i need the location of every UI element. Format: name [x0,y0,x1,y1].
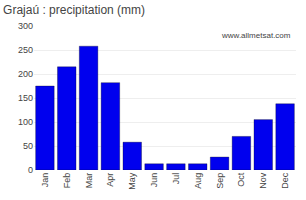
svg-text:100: 100 [18,117,33,127]
svg-text:Sep: Sep [215,173,225,189]
svg-text:Mar: Mar [84,173,94,189]
svg-text:Apr: Apr [105,173,115,187]
svg-text:150: 150 [18,93,33,103]
svg-text:Feb: Feb [62,173,72,189]
svg-text:May: May [127,172,137,190]
svg-text:Jan: Jan [40,173,50,188]
svg-text:200: 200 [18,69,33,79]
svg-text:50: 50 [23,141,33,151]
svg-text:Dec: Dec [280,172,290,189]
svg-text:Grajaú : precipitation (mm): Grajaú : precipitation (mm) [3,3,145,17]
svg-text:300: 300 [18,21,33,31]
svg-text:Oct: Oct [236,172,246,187]
svg-text:www.allmetsat.com: www.allmetsat.com [221,31,291,40]
svg-text:0: 0 [28,165,33,175]
svg-text:Jun: Jun [149,173,159,188]
svg-text:250: 250 [18,45,33,55]
svg-text:Nov: Nov [258,172,268,189]
svg-text:Aug: Aug [193,173,203,189]
svg-text:Jul: Jul [171,173,181,185]
